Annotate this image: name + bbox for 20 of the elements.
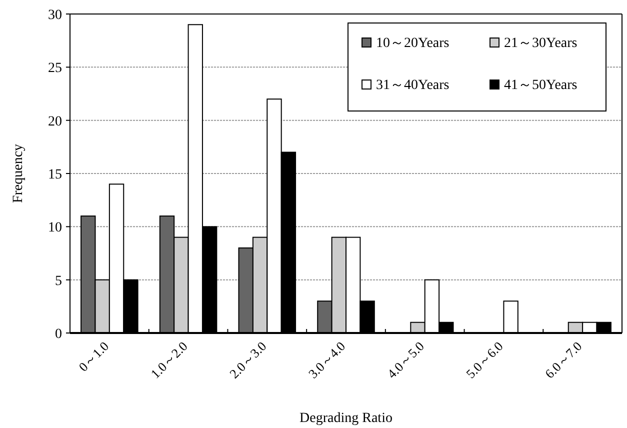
y-tick-label: 15 bbox=[48, 168, 62, 182]
x-tick-label: 6.0～7.0 bbox=[542, 338, 585, 382]
x-tick-label: 3.0～4.0 bbox=[305, 338, 348, 382]
x-tick-label: 2.0～3.0 bbox=[226, 338, 270, 382]
x-tick-label: 4.0～5.0 bbox=[384, 338, 427, 382]
y-tick-label: 0 bbox=[55, 327, 62, 342]
x-axis-title: Degrading Ratio bbox=[300, 411, 392, 426]
x-tick-label: 5.0～6.0 bbox=[463, 338, 506, 382]
x-tick-label: 1.0～2.0 bbox=[148, 338, 190, 382]
y-axis-title: Frequency bbox=[11, 144, 26, 204]
y-tick-label: 5 bbox=[55, 274, 62, 289]
legend-label: 21～30Years bbox=[504, 36, 578, 51]
y-tick-label: 20 bbox=[48, 114, 62, 130]
legend-label: 10～20Years bbox=[376, 36, 450, 51]
legend-label: 41～50Years bbox=[504, 78, 578, 93]
legend-label: 31～40Years bbox=[376, 78, 450, 93]
x-tick-label: 0～1.0 bbox=[76, 338, 112, 374]
y-tick-label: 25 bbox=[48, 61, 62, 76]
y-tick-label: 10 bbox=[48, 220, 62, 236]
y-tick-label: 30 bbox=[48, 8, 62, 23]
